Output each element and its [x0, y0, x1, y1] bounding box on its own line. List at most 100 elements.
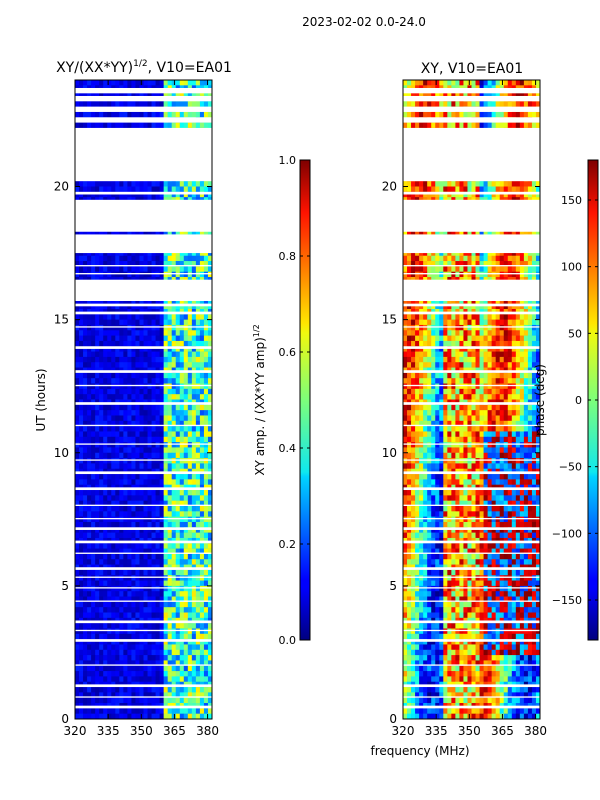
amplitude-heat-cell [175, 426, 181, 432]
phase-heat-cell [459, 101, 464, 107]
amplitude-heat-cell [95, 655, 100, 661]
amplitude-heat-cell [135, 250, 140, 257]
amplitude-heat-cell [187, 479, 193, 485]
amplitude-heat-cell [127, 426, 132, 432]
amplitude-heat-cell [107, 532, 112, 539]
amplitude-heat-cell [87, 420, 92, 427]
amplitude-heat-cell [143, 261, 148, 267]
amplitude-heat-cell [87, 314, 92, 320]
amplitude-heat-cell [91, 340, 96, 347]
amplitude-heat-cell [95, 559, 100, 565]
amplitude-heat-cell [83, 191, 88, 198]
amplitude-heat-cell [155, 543, 160, 549]
amplitude-heat-cell [207, 639, 212, 645]
amplitude-heat-cell [79, 490, 84, 496]
amplitude-heat-cell [195, 420, 201, 427]
amplitude-heat-cell [123, 500, 128, 507]
amplitude-data-gap [75, 517, 212, 520]
amplitude-heat-cell [143, 495, 148, 501]
amplitude-heat-cell [103, 490, 108, 496]
amplitude-heat-cell [111, 601, 116, 608]
amplitude-heat-cell [99, 591, 104, 597]
amplitude-heat-cell [151, 713, 156, 719]
amplitude-heat-cell [75, 415, 80, 422]
amplitude-heat-cell [107, 404, 112, 411]
amplitude-heat-cell [195, 436, 201, 443]
amplitude-heat-cell [107, 506, 112, 512]
amplitude-heat-cell [139, 575, 144, 581]
amplitude-heat-cell [79, 266, 84, 272]
amplitude-heat-cell [119, 548, 124, 555]
amplitude-heat-cell [127, 266, 132, 272]
amplitude-heat-cell [147, 250, 152, 257]
amplitude-heat-cell [171, 447, 177, 454]
amplitude-heat-cell [83, 436, 88, 443]
amplitude-heat-cell [135, 463, 140, 470]
amplitude-heat-cell [127, 697, 132, 704]
amplitude-heat-cell [187, 111, 193, 118]
amplitude-heat-cell [143, 330, 148, 336]
amplitude-heat-cell [119, 394, 124, 400]
amplitude-heat-cell [167, 383, 173, 390]
amplitude-heat-cell [123, 351, 128, 358]
amplitude-heat-cell [151, 575, 156, 581]
amplitude-heat-cell [191, 372, 197, 379]
amplitude-heat-cell [99, 191, 104, 198]
amplitude-heat-cell [179, 122, 185, 129]
amplitude-heat-cell [123, 452, 128, 459]
amplitude-heat-cell [187, 90, 193, 97]
amplitude-heat-cell [75, 490, 80, 496]
amplitude-heat-cell [183, 324, 189, 331]
amplitude-heat-cell [199, 266, 205, 272]
amplitude-heat-cell [147, 596, 152, 603]
amplitude-heat-cell [107, 101, 112, 107]
amplitude-heat-cell [179, 612, 185, 619]
amplitude-heat-cell [167, 404, 173, 411]
amplitude-heat-cell [111, 490, 116, 496]
amplitude-heat-cell [171, 655, 177, 661]
amplitude-heat-cell [111, 660, 116, 667]
phase-heat-cell [447, 181, 452, 187]
amplitude-heat-cell [167, 314, 173, 320]
amplitude-heat-cell [87, 191, 92, 198]
amplitude-heat-cell [99, 665, 104, 672]
amplitude-heat-cell [131, 111, 136, 118]
amplitude-heat-cell [187, 383, 193, 390]
amplitude-heat-cell [147, 324, 152, 331]
amplitude-heat-cell [163, 271, 168, 278]
amplitude-heat-cell [83, 553, 88, 560]
amplitude-heat-cell [155, 415, 160, 422]
amplitude-heat-cell [155, 266, 160, 272]
amplitude-heat-cell [175, 585, 181, 592]
phase-heat-cell [419, 191, 424, 198]
amplitude-heat-cell [159, 495, 164, 501]
amplitude-heat-cell [115, 548, 120, 555]
amplitude-heat-cell [171, 420, 177, 427]
amplitude-heat-cell [91, 532, 96, 539]
amplitude-heat-cell [183, 521, 189, 528]
amplitude-heat-cell [163, 314, 168, 320]
amplitude-heat-cell [163, 431, 168, 438]
amplitude-heat-cell [91, 271, 96, 278]
amplitude-heat-cell [127, 442, 132, 448]
amplitude-heat-cell [155, 601, 160, 608]
amplitude-heat-cell [203, 458, 209, 464]
amplitude-heat-cell [119, 340, 124, 347]
amplitude-heat-cell [95, 474, 100, 480]
amplitude-heat-cell [143, 660, 148, 667]
amplitude-heat-cell [175, 436, 181, 443]
amplitude-heat-cell [79, 543, 84, 549]
amplitude-heat-cell [75, 388, 80, 395]
amplitude-heat-cell [207, 90, 212, 97]
amplitude-heat-cell [151, 591, 156, 597]
amplitude-heat-cell [151, 431, 156, 438]
phase-heat-cell [407, 181, 412, 187]
amplitude-heat-cell [135, 298, 140, 304]
amplitude-heat-cell [135, 548, 140, 555]
amplitude-heat-cell [159, 356, 164, 363]
phase-heat-cell [423, 101, 428, 107]
amplitude-heat-cell [151, 697, 156, 704]
amplitude-heat-cell [155, 660, 160, 667]
amplitude-heat-cell [91, 436, 96, 443]
amplitude-heat-cell [163, 436, 168, 443]
